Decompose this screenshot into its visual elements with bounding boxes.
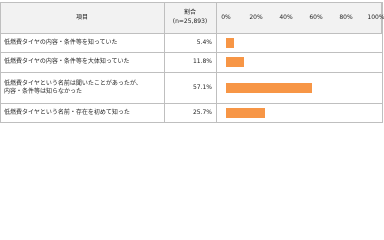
table-border [0,2,1,122]
item-header: 項目 [75,14,88,21]
value-label: 11.8% [192,58,212,65]
table-border [382,2,383,122]
n-header: (n=25,893) [172,18,208,25]
category-label: 低燃費タイヤという名前は聞いたことがあったが、 内容・条件等は知らなかった [4,79,142,95]
x-tick-label: 80% [339,14,353,21]
x-tick-label: 40% [279,14,293,21]
category-label: 低燃費タイヤの内容・条件等を大体知っていた [4,58,130,65]
value-label: 25.7% [192,108,212,116]
row-line [0,52,383,53]
category-label: 低燃費タイヤの内容・条件等を知っていた [4,39,118,46]
share-header: 割合 [183,9,196,16]
row-line [0,72,383,73]
x-tick-label: 100% [367,14,384,21]
x-tick-label: 60% [309,14,323,21]
chart: 項目 割合 (n=25,893) 0% 20% 40% 60% 80% 100% 低燃費タイ… [0,2,384,123]
x-tick-label: 0% [221,14,231,21]
bar [226,57,244,67]
category-label: 低燃費タイヤという名前・存在を初めて知った [4,108,130,116]
row-line [0,103,383,104]
header-row [0,2,382,34]
bar [226,38,235,48]
column-divider [164,2,165,122]
column-divider [216,2,217,122]
row-line [0,122,383,123]
bar [226,82,312,93]
value-label: 57.1% [192,83,212,91]
x-tick-label: 20% [249,14,263,21]
value-label: 5.4% [196,39,212,46]
bar [226,107,265,118]
